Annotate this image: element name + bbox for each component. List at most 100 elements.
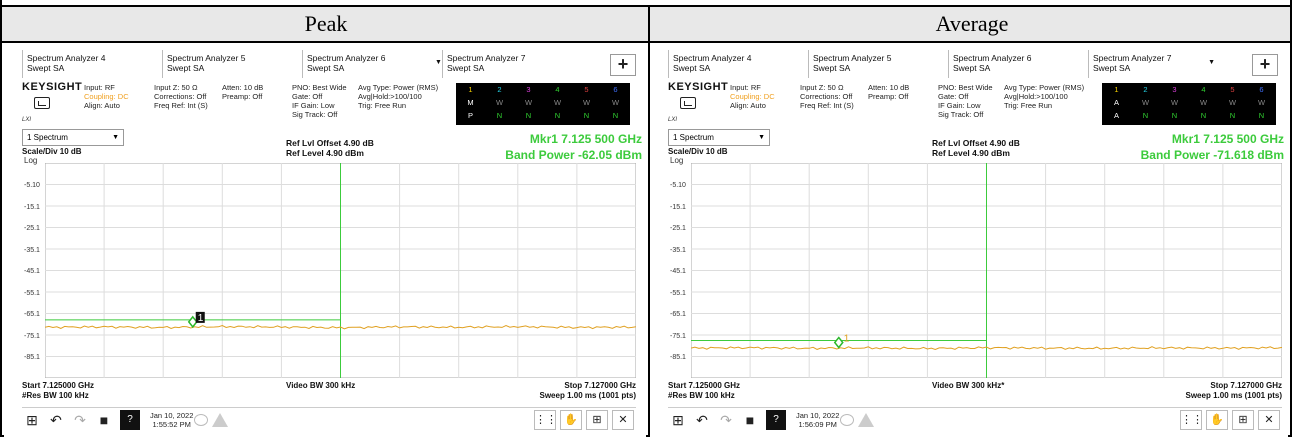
stop-freq: Stop 7.127000 GHz (564, 381, 636, 390)
keysight-logo: KEYSIGHT (22, 81, 83, 93)
y-tick: -65.1 (670, 311, 686, 318)
y-tick: -15.1 (24, 204, 40, 211)
datetime: Jan 10, 2022 1:56:09 PM (796, 411, 840, 429)
video-bw: Video BW 300 kHz* (932, 381, 1005, 390)
lxi-label: LXI (22, 117, 32, 123)
log-label: Log (24, 156, 38, 165)
help-icon[interactable]: ? (766, 410, 786, 430)
scale-div: Scale/Div 10 dB (668, 147, 728, 156)
sweep-time: Sweep 1.00 ms (1001 pts) (1185, 391, 1283, 400)
layout-icon[interactable]: ⊞ (1232, 410, 1254, 430)
ref-level: Ref Lvl Offset 4.90 dB Ref Level 4.90 dBm (932, 138, 1020, 158)
add-screen-button[interactable]: + (610, 54, 636, 76)
layout-icon[interactable]: ⊞ (586, 410, 608, 430)
start-freq: Start 7.125000 GHz (22, 381, 95, 390)
column-divider (648, 5, 650, 437)
settings-bar: KEYSIGHT LXI Input: RF Coupling: DC Align:… (668, 81, 1278, 125)
y-tick: -25.1 (24, 225, 40, 232)
spectrum-svg: 1 (691, 163, 1282, 378)
window-select[interactable]: 1 Spectrum ▼ (668, 129, 770, 146)
marker-label: 1 (844, 334, 850, 345)
spectrum-svg: 1 (45, 163, 636, 378)
y-tick: -55.1 (24, 290, 40, 297)
spectrum-plot[interactable]: 1 (45, 163, 636, 378)
caret-icon: ▼ (435, 59, 442, 66)
y-tick: -65.1 (24, 311, 40, 318)
keypad-icon[interactable]: ⋮⋮ (1180, 410, 1203, 430)
trace-status-box[interactable]: 1 2 3 4 5 6 M W W W W W P N N N N N (456, 83, 630, 125)
warning-icon[interactable] (212, 413, 228, 427)
windows-icon[interactable]: ⊞ (26, 412, 38, 428)
fullscreen-icon[interactable]: ✕ (612, 410, 634, 430)
marker-label-bg (195, 311, 205, 323)
tab-analyzer-6[interactable]: Spectrum Analyzer 6 Swept SA (948, 50, 1088, 78)
tab-analyzer-4[interactable]: Spectrum Analyzer 4 Swept SA (22, 50, 162, 78)
taskbar: ⊞ ↶ ↷ ■ ? Jan 10, 2022 1:55:52 PM ⋮⋮ ✋ ⊞ … (22, 407, 636, 433)
marker-readout: Mkr1 7.125 500 GHz Band Power -62.05 dBm (505, 132, 642, 162)
caret-icon: ▼ (758, 134, 765, 141)
y-tick: -35.1 (24, 247, 40, 254)
marker-diamond (187, 315, 198, 329)
tab-analyzer-7[interactable]: ▼ Spectrum Analyzer 7 Swept SA (1088, 50, 1218, 78)
message-icon[interactable] (840, 414, 854, 426)
y-tick: -25.1 (670, 225, 686, 232)
undo-icon[interactable]: ↶ (50, 412, 62, 428)
fullscreen-icon[interactable]: ✕ (1258, 410, 1280, 430)
datetime: Jan 10, 2022 1:55:52 PM (150, 411, 194, 429)
res-bw: #Res BW 100 kHz (668, 391, 735, 400)
taskbar: ⊞ ↶ ↷ ■ ? Jan 10, 2022 1:56:09 PM ⋮⋮ ✋ ⊞ … (668, 407, 1282, 433)
windows-icon[interactable]: ⊞ (672, 412, 684, 428)
header-peak: Peak (304, 11, 348, 36)
y-tick: -55.1 (670, 290, 686, 297)
table-header-row: Peak Average (2, 5, 1290, 43)
undo-icon[interactable]: ↶ (696, 412, 708, 428)
settings-bar: KEYSIGHT LXI Input: RF Coupling: DC Align:… (22, 81, 632, 125)
series-line (691, 346, 1282, 351)
touch-icon[interactable]: ✋ (1206, 410, 1228, 430)
marker-diamond (833, 336, 844, 349)
y-tick: -85.1 (670, 354, 686, 361)
y-tick: -15.1 (670, 204, 686, 211)
folder-icon[interactable]: ■ (99, 412, 109, 428)
folder-icon[interactable]: ■ (745, 412, 755, 428)
tab-analyzer-4[interactable]: Spectrum Analyzer 4 Swept SA (668, 50, 808, 78)
keypad-icon[interactable]: ⋮⋮ (534, 410, 557, 430)
redo-icon[interactable]: ↷ (74, 412, 86, 428)
stop-freq: Stop 7.127000 GHz (1210, 381, 1282, 390)
y-tick: -85.1 (24, 354, 40, 361)
lxi-label: LXI (668, 117, 678, 123)
tab-analyzer-7[interactable]: ▼ Spectrum Analyzer 7 Swept SA (435, 50, 582, 78)
tab-analyzer-5[interactable]: Spectrum Analyzer 5 Swept SA (808, 50, 948, 78)
tab-analyzer-5[interactable]: Spectrum Analyzer 5 Swept SA (162, 50, 302, 78)
help-icon[interactable]: ? (120, 410, 140, 430)
series-line (45, 324, 636, 330)
keysight-logo: KEYSIGHT (668, 81, 729, 93)
log-label: Log (670, 156, 684, 165)
spectrum-plot[interactable]: 1 (691, 163, 1282, 378)
return-icon[interactable] (34, 97, 50, 109)
y-tick: -75.1 (24, 333, 40, 340)
y-tick: -35.1 (670, 247, 686, 254)
message-icon[interactable] (194, 414, 208, 426)
sweep-time: Sweep 1.00 ms (1001 pts) (539, 391, 637, 400)
y-tick: -5.10 (670, 182, 686, 189)
warning-icon[interactable] (858, 413, 874, 427)
video-bw: Video BW 300 kHz (286, 381, 356, 390)
header-average: Average (935, 11, 1009, 36)
res-bw: #Res BW 100 kHz (22, 391, 89, 400)
y-tick: -5.10 (24, 182, 40, 189)
marker-readout: Mkr1 7.125 500 GHz Band Power -71.618 dBm (1140, 132, 1284, 162)
scale-div: Scale/Div 10 dB (22, 147, 82, 156)
return-icon[interactable] (680, 97, 696, 109)
redo-icon[interactable]: ↷ (720, 412, 732, 428)
ref-level: Ref Lvl Offset 4.90 dB Ref Level 4.90 dBm (286, 138, 374, 158)
caret-icon: ▼ (1208, 59, 1215, 66)
trace-status-box[interactable]: 1 2 3 4 5 6 A W W W W W A N N N N N (1102, 83, 1276, 125)
y-tick: -45.1 (24, 268, 40, 275)
window-select[interactable]: 1 Spectrum ▼ (22, 129, 124, 146)
touch-icon[interactable]: ✋ (560, 410, 582, 430)
y-tick: -75.1 (670, 333, 686, 340)
tab-analyzer-6[interactable]: Spectrum Analyzer 6 Swept SA (302, 50, 442, 78)
marker-label: 1 (198, 313, 204, 324)
add-screen-button[interactable]: + (1252, 54, 1278, 76)
